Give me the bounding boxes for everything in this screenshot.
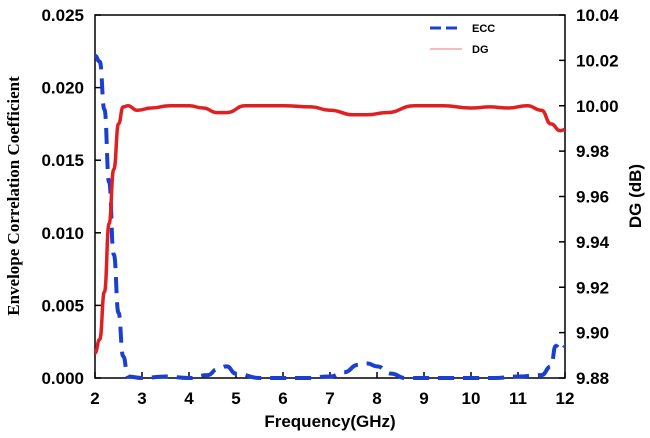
- series-line-ecc: [94, 53, 566, 380]
- y-right-tick-label: 9.96: [576, 188, 609, 207]
- x-tick-label: 12: [556, 389, 575, 408]
- y-right-tick-label: 10.00: [576, 97, 619, 116]
- legend-dg-label: DG: [472, 44, 489, 56]
- legend: ECC DG: [430, 23, 495, 56]
- y-left-tick-label: 0.005: [41, 296, 84, 315]
- y-left-tick-label: 0.020: [41, 79, 84, 98]
- x-tick-label: 10: [462, 389, 481, 408]
- x-tick-label: 2: [90, 389, 99, 408]
- x-tick-label: 6: [278, 389, 287, 408]
- x-tick-label: 9: [419, 389, 428, 408]
- y-left-tick-label: 0.000: [41, 369, 84, 388]
- x-tick-label: 8: [372, 389, 381, 408]
- y-right-tick-label: 9.90: [576, 324, 609, 343]
- x-axis-title: Frequency(GHz): [264, 412, 395, 431]
- y-right-tick-label: 9.92: [576, 278, 609, 297]
- y-right-tick-label: 9.94: [576, 233, 610, 252]
- x-tick-label: 5: [231, 389, 240, 408]
- y-left-tick-label: 0.015: [41, 151, 84, 170]
- y-right-tick-label: 9.98: [576, 142, 609, 161]
- series-line-dg: [93, 103, 566, 355]
- y-right-tick-label: 10.04: [576, 6, 619, 25]
- y-left-tick-label: 0.025: [41, 6, 84, 25]
- x-tick-label: 11: [509, 389, 527, 408]
- x-tick-label: 4: [184, 389, 194, 408]
- y-left-tick-label: 0.010: [41, 224, 84, 243]
- x-tick-label: 3: [137, 389, 146, 408]
- legend-ecc-label: ECC: [472, 23, 495, 35]
- y-axis-title-left: Envelope Correlation Coefficient: [4, 76, 23, 316]
- y-right-tick-label: 9.88: [576, 369, 609, 388]
- y-axis-title-right: DG (dB): [626, 164, 645, 228]
- y-right-tick-label: 10.02: [576, 51, 619, 70]
- plot-frame: [94, 14, 566, 379]
- x-tick-label: 7: [325, 389, 334, 408]
